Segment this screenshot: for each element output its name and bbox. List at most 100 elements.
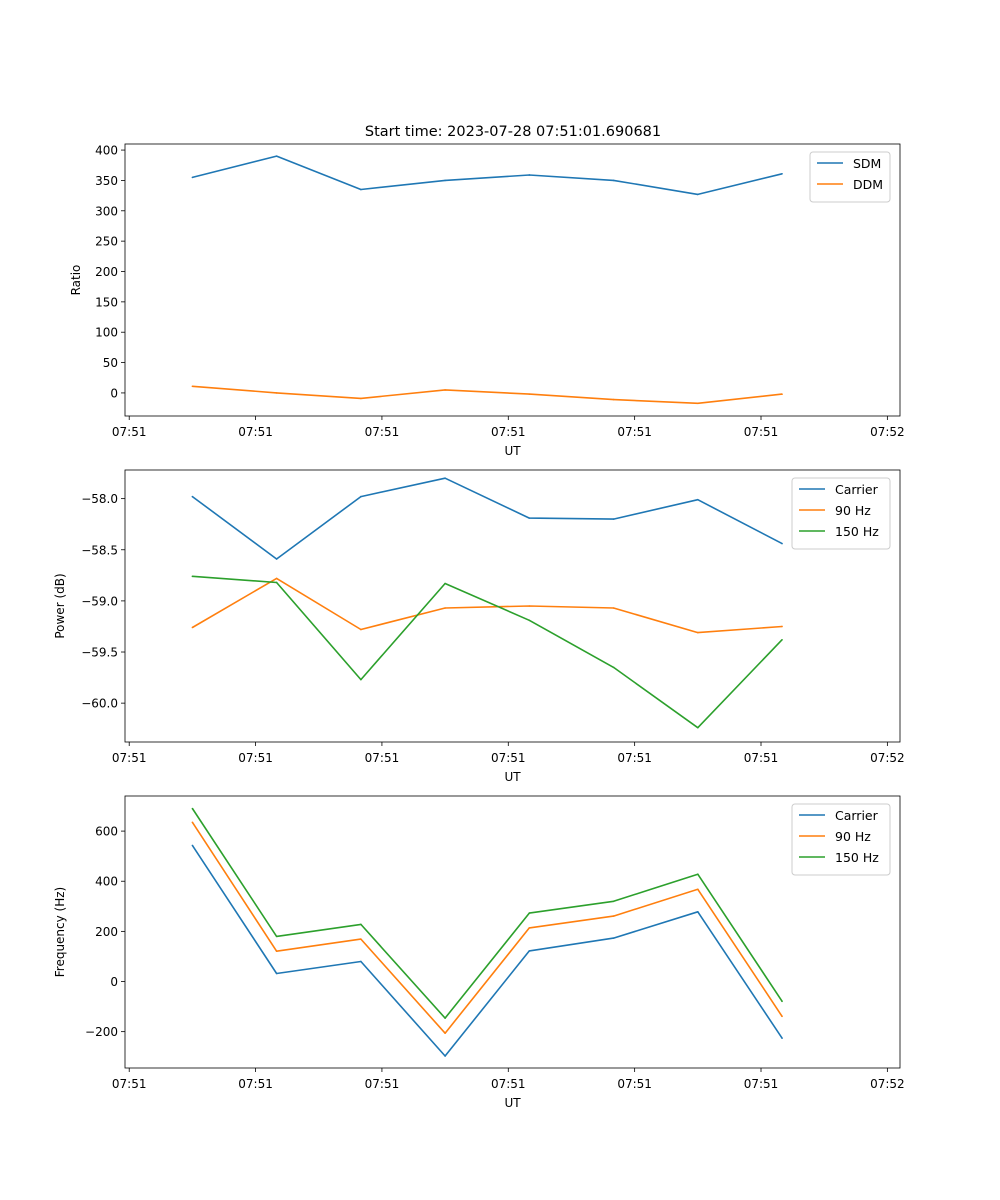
axes-frame: [124, 143, 901, 417]
data-point-90-hz: [191, 626, 194, 629]
data-point-150-hz: [528, 619, 531, 622]
data-point-150-hz: [275, 581, 278, 584]
data-point-carrier: [275, 972, 278, 975]
data-point-ddm: [191, 385, 194, 388]
legend-box: [809, 151, 891, 203]
series-line-carrier: [191, 477, 783, 560]
x-tick-label: 07:51: [617, 751, 652, 765]
data-point-150-hz: [781, 1000, 783, 1003]
y-tick-label: 0: [110, 975, 118, 989]
x-axis-label: UT: [504, 1096, 521, 1110]
y-tick-label: 400: [95, 875, 118, 889]
data-point-90-hz: [275, 577, 278, 580]
x-tick-label: 07:51: [112, 1077, 147, 1091]
series-line-sdm: [192, 155, 783, 196]
series-line-90-hz: [191, 821, 783, 1034]
data-point-sdm: [275, 155, 278, 157]
y-tick-label: 250: [95, 235, 118, 249]
x-tick-label: 07:51: [744, 751, 779, 765]
data-point-carrier: [528, 517, 531, 519]
data-point-90-hz: [275, 950, 278, 952]
data-point-150-hz: [360, 923, 362, 926]
y-axis-label: Ratio: [69, 265, 83, 296]
data-point-90-hz: [697, 631, 699, 634]
y-axis-label: Frequency (Hz): [53, 887, 67, 978]
data-point-ddm: [444, 389, 446, 391]
data-point-150-hz: [612, 666, 615, 669]
y-tick-label: 200: [95, 925, 118, 939]
legend-label: SDM: [853, 156, 881, 171]
data-point-ddm: [781, 393, 783, 395]
series-line-150-hz: [191, 808, 783, 1019]
data-point-90-hz: [781, 625, 783, 628]
x-tick-label: 07:51: [365, 751, 400, 765]
legend-label: 90 Hz: [835, 829, 871, 844]
y-tick-label: 350: [95, 174, 118, 188]
x-tick-label: 07:52: [870, 425, 905, 439]
legend-label: 150 Hz: [835, 524, 879, 539]
x-tick-label: 07:51: [491, 1077, 526, 1091]
x-tick-label: 07:51: [491, 751, 526, 765]
data-point-150-hz: [191, 575, 194, 578]
x-tick-label: 07:51: [365, 425, 400, 439]
data-point-150-hz: [360, 678, 362, 681]
y-tick-label: 50: [103, 356, 118, 370]
legend-label: Carrier: [835, 808, 879, 823]
data-point-150-hz: [697, 873, 699, 876]
y-tick-label: −60.0: [81, 697, 118, 711]
series-line-carrier: [191, 844, 783, 1057]
x-tick-label: 07:51: [112, 751, 147, 765]
data-point-sdm: [612, 179, 615, 182]
data-point-carrier: [697, 498, 699, 501]
data-point-carrier: [612, 518, 615, 520]
series-line-ddm: [192, 385, 783, 405]
y-tick-label: 400: [95, 144, 118, 158]
data-point-ddm: [697, 402, 699, 405]
data-point-sdm: [781, 172, 783, 175]
data-point-carrier: [360, 495, 362, 498]
data-point-150-hz: [275, 935, 278, 938]
data-point-carrier: [612, 937, 615, 939]
y-tick-label: 150: [95, 295, 118, 309]
x-tick-label: 07:51: [238, 1077, 273, 1091]
x-tick-label: 07:51: [744, 1077, 779, 1091]
y-tick-label: −58.0: [81, 492, 118, 506]
x-tick-label: 07:51: [238, 425, 273, 439]
x-tick-label: 07:51: [744, 425, 779, 439]
legend-label: 150 Hz: [835, 850, 879, 865]
x-tick-label: 07:51: [238, 751, 273, 765]
data-point-90-hz: [781, 1015, 783, 1018]
x-tick-label: 07:51: [491, 425, 526, 439]
data-point-carrier: [444, 1055, 446, 1057]
data-point-90-hz: [612, 915, 615, 917]
data-point-90-hz: [191, 821, 194, 824]
data-point-carrier: [191, 495, 194, 498]
data-point-ddm: [275, 392, 278, 394]
y-tick-label: 100: [95, 326, 118, 340]
data-point-90-hz: [360, 628, 362, 631]
y-tick-label: 200: [95, 265, 118, 279]
y-axis-label: Power (dB): [53, 573, 67, 638]
frequency-panel: −200 0 200 400 600 07:51 07:51 07:51 07:51 07:51 0…: [53, 795, 905, 1110]
legend-label: DDM: [853, 177, 883, 192]
ratio-panel: 0 50 100 150 200 250 300 350 400 07:51 07:51 07:51 0…: [69, 144, 905, 458]
y-tick-label: 0: [110, 386, 118, 400]
x-tick-label: 07:51: [617, 1077, 652, 1091]
data-point-sdm: [528, 174, 531, 176]
data-point-90-hz: [528, 605, 531, 607]
data-point-carrier: [444, 477, 446, 479]
x-axis-label: UT: [504, 770, 521, 784]
data-point-carrier: [528, 950, 531, 952]
x-tick-label: 07:51: [365, 1077, 400, 1091]
data-point-150-hz: [444, 582, 446, 585]
data-point-sdm: [697, 193, 699, 196]
y-tick-label: −200: [85, 1025, 118, 1039]
data-point-90-hz: [612, 607, 615, 609]
data-point-carrier: [781, 542, 783, 545]
data-point-150-hz: [191, 807, 194, 810]
data-point-carrier: [697, 911, 699, 913]
y-tick-label: −59.5: [81, 646, 118, 660]
y-tick-label: −58.5: [81, 543, 118, 557]
data-point-150-hz: [612, 900, 615, 903]
